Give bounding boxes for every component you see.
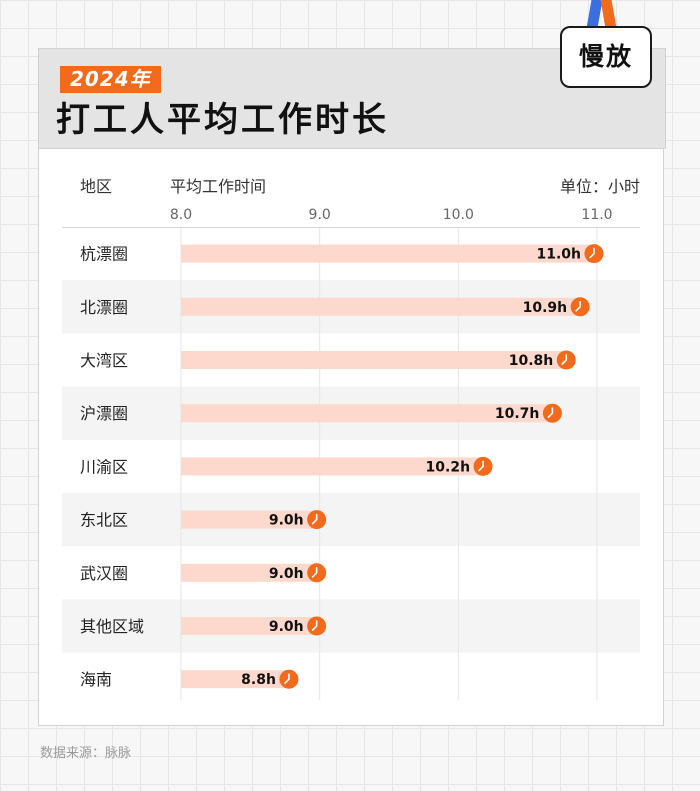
value-label: 9.0h <box>269 513 304 529</box>
bar <box>181 457 487 476</box>
region-label: 东北区 <box>80 511 128 530</box>
year-badge: 2024年 <box>60 66 161 93</box>
x-tick-label: 9.0 <box>309 207 331 223</box>
value-label: 10.7h <box>495 406 540 422</box>
region-label: 其他区域 <box>80 617 144 636</box>
x-tick-label: 11.0 <box>581 207 612 223</box>
region-label: 川渝区 <box>80 457 128 476</box>
bar <box>181 510 320 529</box>
bar <box>181 297 584 316</box>
value-label: 9.0h <box>269 566 304 582</box>
clock-hands <box>547 407 554 418</box>
region-label: 武汉圈 <box>80 564 128 583</box>
metric-column-header: 平均工作时间 <box>170 177 267 196</box>
bar <box>181 244 597 263</box>
clock-hands <box>575 301 581 312</box>
clock-hands <box>311 620 318 631</box>
clock-hands <box>311 567 318 578</box>
value-label: 9.0h <box>269 619 304 635</box>
region-label: 海南 <box>80 670 112 689</box>
row-background <box>62 493 640 547</box>
region-label: 大湾区 <box>80 351 128 370</box>
bar <box>181 563 320 582</box>
bar <box>181 404 556 423</box>
unit-label: 单位：小时 <box>559 177 640 196</box>
x-tick-label: 8.0 <box>170 207 192 223</box>
region-column-header: 地区 <box>80 177 113 196</box>
clock-hands <box>284 673 290 684</box>
value-label: 10.8h <box>509 353 554 369</box>
axis-baseline <box>62 227 640 228</box>
data-source: 数据来源：脉脉 <box>40 746 132 761</box>
bar <box>181 670 292 689</box>
brand-logo: 慢放 <box>560 26 652 88</box>
bar <box>181 351 570 369</box>
clock-hands <box>478 460 484 472</box>
value-label: 11.0h <box>536 247 581 263</box>
value-label: 10.2h <box>426 459 471 475</box>
region-label: 沪漂圈 <box>80 404 128 423</box>
clock-hands <box>561 354 568 365</box>
clock-hands <box>589 247 595 259</box>
region-label: 北漂圈 <box>80 298 128 317</box>
value-label: 10.9h <box>523 300 568 316</box>
row-background <box>62 599 640 653</box>
x-tick-label: 10.0 <box>443 207 474 223</box>
clock-hands <box>311 513 318 525</box>
page-title: 打工人平均工作时长 <box>56 100 389 140</box>
region-label: 杭漂圈 <box>80 245 128 264</box>
value-label: 8.8h <box>241 672 276 688</box>
bar <box>181 617 320 635</box>
